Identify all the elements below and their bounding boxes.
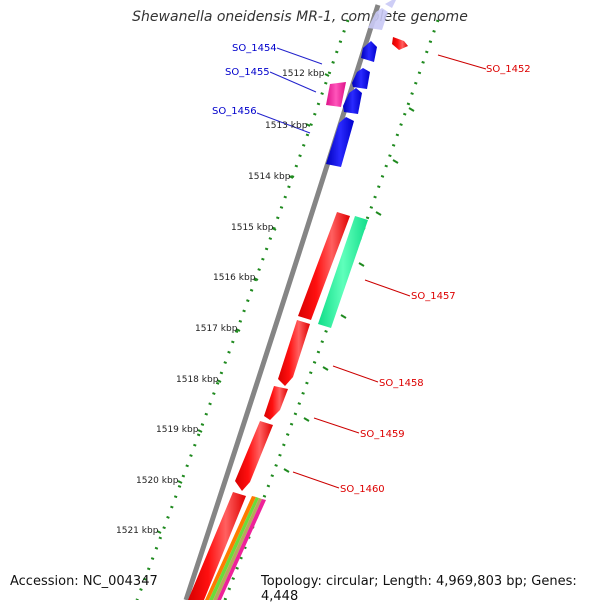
pseudo-gene-so-1455[interactable] <box>326 82 346 107</box>
gene-label-so-1455[interactable]: SO_1455 <box>225 67 270 78</box>
kbp-label: 1512 kbp <box>282 69 325 79</box>
kbp-label: 1514 kbp <box>248 172 291 182</box>
gene-so-1455[interactable] <box>343 88 362 114</box>
gene-so-1457[interactable] <box>298 212 350 320</box>
gene-label-so-1459[interactable]: SO_1459 <box>360 429 405 440</box>
gene-label-so-1458[interactable]: SO_1458 <box>379 378 424 389</box>
right-track-ticks <box>283 107 415 473</box>
gene-so-1458[interactable] <box>278 320 310 386</box>
gene-top-faded <box>368 8 388 30</box>
kbp-label: 1519 kbp <box>156 425 199 435</box>
kbp-label: 1521 kbp <box>116 526 159 536</box>
accession-text: Accession: NC_004347 <box>10 574 158 589</box>
gene-label-so-1452[interactable]: SO_1452 <box>486 64 531 75</box>
gene-label-so-1454[interactable]: SO_1454 <box>232 43 277 54</box>
kbp-label: 1516 kbp <box>213 273 256 283</box>
gene-so-1460[interactable] <box>235 421 273 491</box>
rna-so-1457[interactable] <box>318 216 368 328</box>
gene-label-so-1460[interactable]: SO_1460 <box>340 484 385 495</box>
kbp-label: 1518 kbp <box>176 375 219 385</box>
label-leaders <box>256 47 487 489</box>
kbp-label: 1517 kbp <box>195 324 238 334</box>
kbp-label: 1513 kbp <box>265 121 308 131</box>
left-tick-track <box>135 19 350 600</box>
gene-label-so-1456[interactable]: SO_1456 <box>212 106 257 117</box>
kbp-labels: 1512 kbp 1513 kbp 1514 kbp 1515 kbp 1516… <box>116 69 325 536</box>
gene-so-1454b[interactable] <box>352 68 370 89</box>
gene-so-1456[interactable] <box>326 117 354 167</box>
genome-backbone <box>183 4 381 600</box>
gene-so-1454[interactable] <box>361 41 377 62</box>
multicolor-features <box>205 496 266 600</box>
kbp-ticks <box>156 73 330 534</box>
gene-so-1461[interactable] <box>188 492 246 600</box>
gene-so-1452[interactable] <box>392 37 408 50</box>
kbp-label: 1520 kbp <box>136 476 179 486</box>
gene-top-faded-2 <box>385 0 396 8</box>
kbp-label: 1515 kbp <box>231 223 274 233</box>
gene-labels: SO_1454 SO_1455 SO_1456 SO_1452 SO_1457 … <box>212 43 531 495</box>
gene-label-so-1457[interactable]: SO_1457 <box>411 291 456 302</box>
gene-so-1459[interactable] <box>264 386 288 420</box>
